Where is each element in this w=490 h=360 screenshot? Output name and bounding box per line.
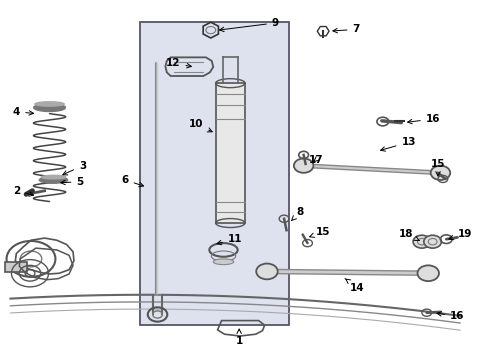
Circle shape (294, 158, 314, 173)
Text: 15: 15 (431, 159, 445, 176)
Text: 11: 11 (217, 234, 243, 245)
Ellipse shape (213, 259, 234, 265)
Ellipse shape (34, 104, 66, 112)
Bar (216, 83, 245, 223)
Circle shape (431, 166, 450, 180)
Text: 15: 15 (310, 227, 330, 237)
Text: 19: 19 (449, 229, 472, 240)
Text: 17: 17 (309, 155, 323, 165)
Text: 7: 7 (333, 24, 360, 35)
Circle shape (256, 264, 278, 279)
Text: 8: 8 (292, 207, 303, 221)
Text: 14: 14 (345, 279, 365, 293)
Circle shape (424, 235, 441, 248)
Bar (140, 22, 289, 325)
Ellipse shape (41, 175, 66, 179)
Text: 4: 4 (13, 107, 33, 117)
Text: 2: 2 (13, 186, 34, 196)
Text: 16: 16 (437, 311, 465, 321)
Text: 3: 3 (63, 161, 86, 175)
Circle shape (413, 235, 431, 248)
Text: 16: 16 (408, 114, 441, 124)
Text: 6: 6 (122, 175, 144, 187)
Bar (4, 262, 26, 272)
Text: 10: 10 (189, 120, 212, 132)
Text: 13: 13 (381, 138, 416, 151)
Text: 18: 18 (399, 229, 419, 240)
Text: 9: 9 (220, 18, 279, 32)
Circle shape (417, 265, 439, 281)
Text: 12: 12 (166, 58, 191, 68)
Ellipse shape (39, 177, 68, 183)
Text: 1: 1 (236, 329, 243, 346)
Text: 5: 5 (61, 177, 84, 187)
Ellipse shape (35, 102, 64, 106)
